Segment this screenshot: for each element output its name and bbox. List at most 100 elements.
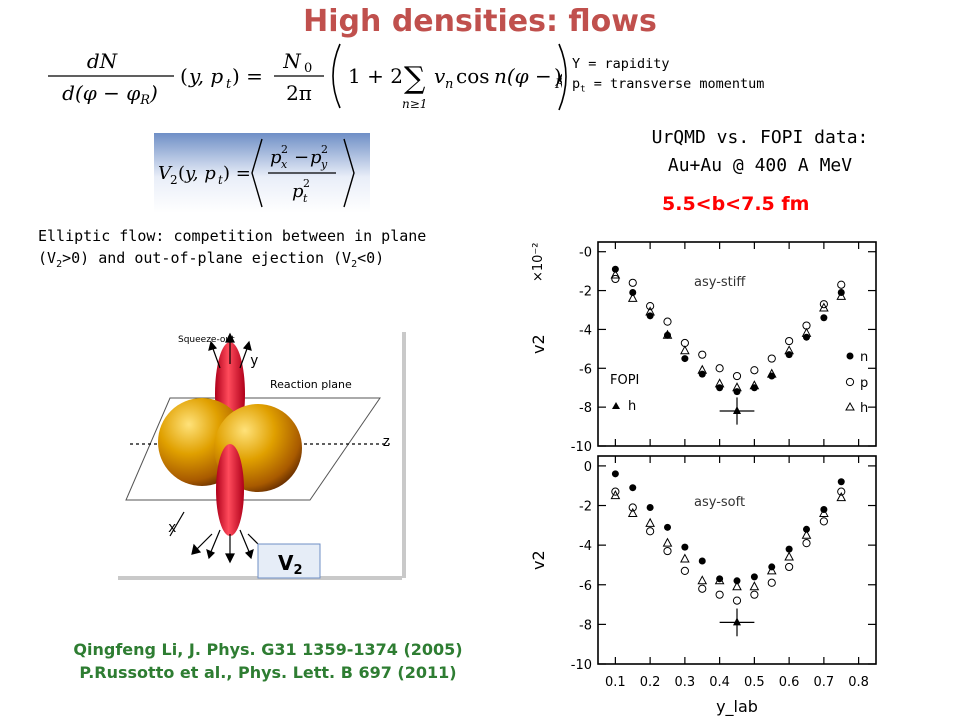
svg-text:p: p xyxy=(310,147,322,168)
p-point xyxy=(680,566,689,575)
p-point xyxy=(750,590,759,599)
n-point xyxy=(837,478,845,486)
n-point xyxy=(803,525,810,533)
svg-text:t: t xyxy=(226,77,232,92)
n-point xyxy=(750,384,758,392)
x-tick-label: 0.6 xyxy=(779,675,800,690)
h-point xyxy=(697,364,708,374)
h-point xyxy=(749,581,760,591)
h-point xyxy=(662,537,673,547)
z-axis-label: z xyxy=(382,434,390,450)
h-point xyxy=(784,345,794,355)
rapidity-definition: Y = rapidity xyxy=(572,56,670,72)
x-axis-title: y_lab xyxy=(716,697,758,717)
svg-text:t: t xyxy=(303,192,308,205)
v2-badge xyxy=(257,543,321,579)
svg-text:2: 2 xyxy=(281,143,288,156)
svg-text:n≥1: n≥1 xyxy=(402,97,427,111)
y-axis-title: v2 xyxy=(529,334,548,354)
svg-text:) =: ) = xyxy=(232,64,263,88)
h-point xyxy=(749,380,760,390)
legend-n-label: n xyxy=(860,350,868,365)
panel-frame-2 xyxy=(597,455,877,665)
svg-text:2: 2 xyxy=(321,143,328,156)
p-point xyxy=(750,366,759,375)
p-point xyxy=(715,590,724,599)
p-point xyxy=(819,300,828,309)
impact-parameter-label: 5.5<b<7.5 fm xyxy=(662,193,810,215)
svg-text:V: V xyxy=(158,163,173,184)
p-point xyxy=(611,487,620,496)
y-tick-label: -0 xyxy=(579,246,592,261)
x-axis-label: x xyxy=(168,520,176,536)
h-point xyxy=(801,327,812,337)
svg-text:(: ( xyxy=(178,163,185,184)
svg-text:0: 0 xyxy=(304,61,312,76)
svg-text:∑: ∑ xyxy=(404,61,426,96)
p-point xyxy=(819,517,828,526)
y-axis-label: y xyxy=(250,353,258,369)
svg-text:n: n xyxy=(445,77,453,92)
svg-text:−: − xyxy=(294,147,309,168)
elliptic-flow-text: Elliptic flow: competition between in pl… xyxy=(38,225,426,276)
svg-text:y: y xyxy=(320,158,328,171)
p-point xyxy=(837,487,846,496)
n-point xyxy=(716,384,724,392)
h-point xyxy=(697,575,708,585)
pt-symbol: p xyxy=(572,76,581,92)
x-tick-label: 0.8 xyxy=(848,675,869,690)
p-point xyxy=(663,546,672,556)
svg-text:2: 2 xyxy=(170,173,178,187)
p-point xyxy=(628,503,637,512)
x-tick-label: 0.5 xyxy=(744,675,765,690)
p-point xyxy=(767,578,776,587)
h-point xyxy=(732,382,742,392)
svg-text:2π: 2π xyxy=(286,81,312,105)
distribution-formula-close: ) xyxy=(554,43,567,111)
subtitle-line-2: Au+Au @ 400 A MeV xyxy=(667,155,853,176)
p-point xyxy=(767,354,776,363)
n-point xyxy=(629,289,637,297)
n-point xyxy=(629,484,637,492)
y-axis-title: v2 xyxy=(529,550,548,570)
reaction-plane xyxy=(125,397,381,501)
lower-squeeze-lobe xyxy=(216,444,244,536)
legend-p-marker xyxy=(845,377,855,387)
svg-text:y, p: y, p xyxy=(184,163,216,184)
p-point xyxy=(732,371,742,381)
panel-frame-1 xyxy=(597,241,877,447)
fopi-point xyxy=(733,406,741,415)
svg-text:1 + 2: 1 + 2 xyxy=(348,64,403,88)
y-tick-label: -4 xyxy=(579,539,592,554)
panel-label: asy-soft xyxy=(694,495,745,510)
h-point xyxy=(801,529,812,539)
p-point xyxy=(715,364,724,373)
v2-badge-label: V2 xyxy=(278,551,303,578)
n-point xyxy=(611,470,619,478)
svg-text:N: N xyxy=(282,49,302,73)
legend-fopi-title: FOPI xyxy=(610,373,639,388)
p-point xyxy=(837,280,846,289)
svg-text:) =: ) = xyxy=(223,163,251,184)
legend-p-label: p xyxy=(860,376,868,391)
y-tick-label: -8 xyxy=(579,401,592,416)
svg-text:n(φ − φ: n(φ − φ xyxy=(494,64,562,88)
slide-title: High densities: flows xyxy=(303,4,657,39)
v2-rapidity-chart: -0-2-4-6-8-10v2×10⁻²asy-stiffFOPIhnph0-2… xyxy=(529,212,920,720)
n-point xyxy=(750,573,758,581)
n-point xyxy=(646,312,654,320)
svg-text:d(φ − φR): d(φ − φR) xyxy=(62,81,158,108)
svg-text:R: R xyxy=(554,77,562,92)
n-point xyxy=(785,351,793,359)
p-point xyxy=(785,336,794,346)
transverse-momentum-definition: pt = transverse momentum xyxy=(572,74,764,100)
svg-text:t: t xyxy=(218,173,223,187)
elliptic-sub-2: 2 xyxy=(351,259,358,270)
p-point xyxy=(698,350,707,359)
p-point xyxy=(663,317,672,326)
p-point xyxy=(628,278,637,287)
y-tick-label: -6 xyxy=(579,579,592,594)
